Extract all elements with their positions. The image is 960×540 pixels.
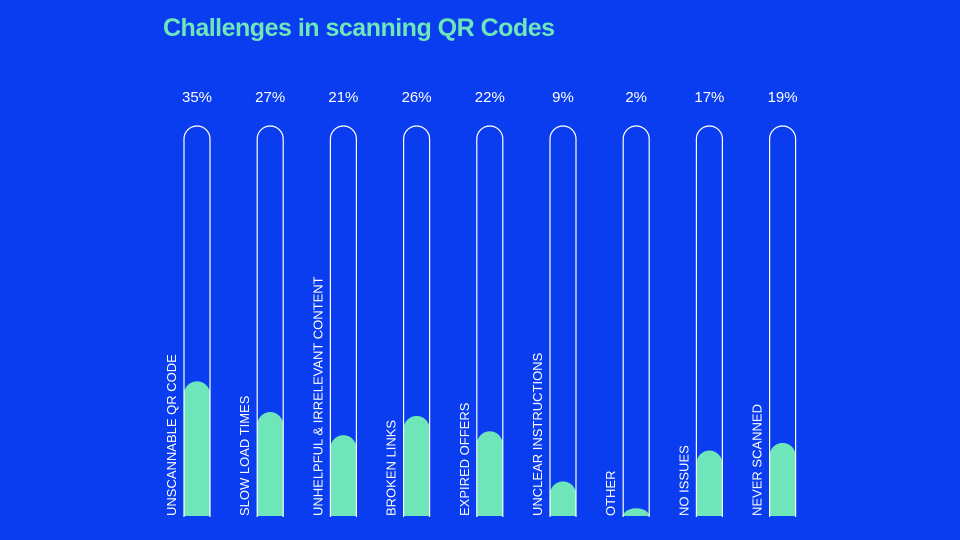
bar (696, 450, 723, 516)
category-label: SLOW LOAD TIMES (237, 395, 252, 516)
value-label: 22% (475, 89, 505, 106)
bar-outline (256, 125, 284, 517)
value-label: 17% (694, 89, 724, 106)
value-label: 2% (625, 89, 647, 106)
bar-group: 22% EXPIRED OFFERS (457, 89, 505, 517)
bar-group: 35% UNSCANNABLE QR CODE (164, 89, 212, 517)
bar (623, 508, 650, 516)
category-label: OTHER (603, 471, 618, 517)
value-label: 27% (255, 89, 285, 106)
category-label: NEVER SCANNED (750, 404, 765, 516)
value-label: 35% (182, 89, 212, 106)
bar-outline (476, 125, 504, 517)
bar (476, 431, 503, 516)
bar-outline (549, 125, 577, 517)
bar (330, 435, 357, 516)
bar-group: 2% OTHER (603, 89, 650, 517)
category-label: BROKEN LINKS (384, 420, 399, 516)
value-label: 9% (552, 89, 574, 106)
category-label: NO ISSUES (676, 445, 691, 516)
bar-outline (695, 125, 723, 517)
bar-group: 26% BROKEN LINKS (384, 89, 432, 517)
value-label: 21% (328, 89, 358, 106)
bar-group: 27% SLOW LOAD TIMES (237, 89, 285, 517)
bar-group: 9% UNCLEAR INSTRUCTIONS (530, 89, 577, 517)
bar (403, 415, 430, 516)
bar-outline (183, 125, 211, 517)
bar-outline (769, 125, 797, 517)
category-label: EXPIRED OFFERS (457, 402, 472, 516)
value-label: 26% (402, 89, 432, 106)
bar-outline (622, 125, 650, 517)
value-label: 19% (768, 89, 798, 106)
bar (257, 412, 284, 516)
bar-group: 21% UNHELPFUL & IRRELEVANT CONTENT (310, 89, 358, 517)
category-label: UNHELPFUL & IRRELEVANT CONTENT (310, 276, 325, 516)
bar (184, 381, 210, 516)
bar-outline (329, 125, 357, 517)
category-label: UNSCANNABLE QR CODE (164, 354, 179, 516)
bar-outline (403, 125, 431, 517)
bar (550, 481, 576, 516)
bar-group: 17% NO ISSUES (676, 89, 724, 517)
chart-title: Challenges in scanning QR Codes (163, 14, 555, 42)
bar-group: 19% NEVER SCANNED (750, 89, 798, 517)
category-label: UNCLEAR INSTRUCTIONS (530, 352, 545, 516)
bar (769, 442, 796, 516)
